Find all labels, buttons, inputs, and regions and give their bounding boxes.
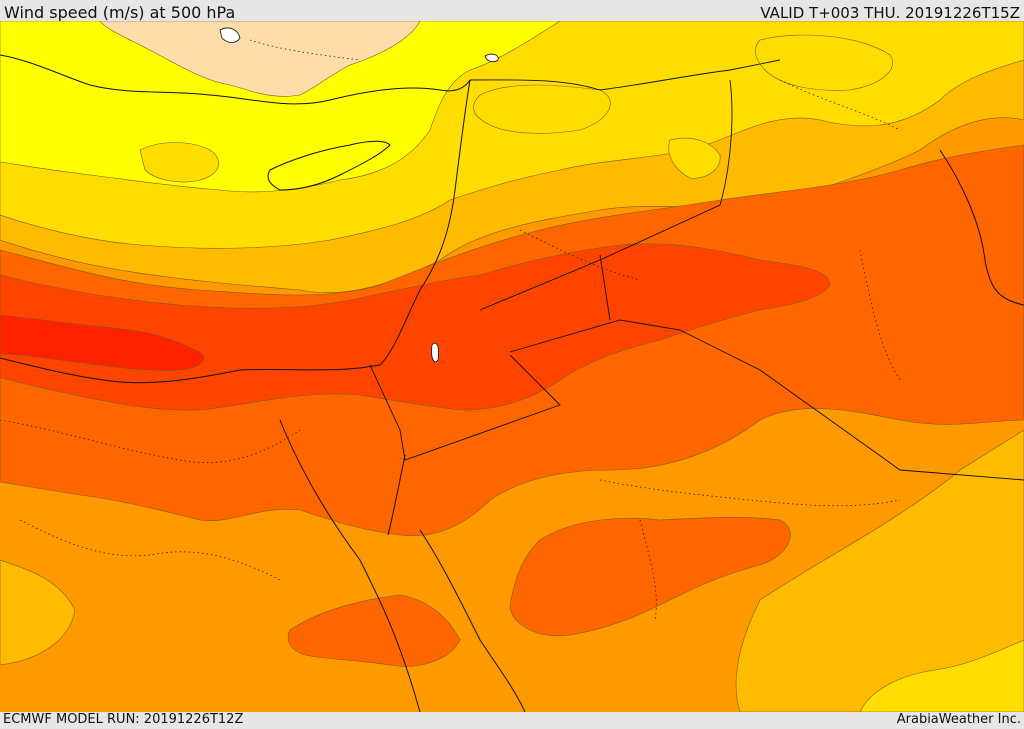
field-lowmid-southeast bbox=[859, 639, 1024, 712]
border-iraq-west bbox=[479, 79, 733, 311]
field-max-band bbox=[0, 314, 205, 371]
field-mid-southeast bbox=[735, 429, 1024, 712]
valid-time: VALID T+003 THU. 20191226T15Z bbox=[760, 4, 1020, 22]
wind-speed-map bbox=[0, 21, 1024, 712]
border-egypt-sinai bbox=[369, 354, 561, 461]
coastline-north-africa bbox=[0, 357, 381, 384]
coastline-arabia-west bbox=[419, 529, 526, 712]
admin-borders-5 bbox=[779, 79, 901, 131]
coastline-levant bbox=[379, 79, 471, 366]
footer-bar: ECMWF MODEL RUN: 20191226T12Z ArabiaWeat… bbox=[0, 712, 1024, 729]
field-very-low-north bbox=[99, 21, 421, 97]
field-lowmid-patch-2 bbox=[473, 84, 611, 134]
header-bar: Wind speed (m/s) at 500 hPa VALID T+003 … bbox=[0, 0, 1024, 22]
map-canvas bbox=[0, 21, 1024, 712]
field-lowmid-patch-3 bbox=[755, 34, 893, 91]
admin-borders-7 bbox=[249, 39, 361, 61]
lake-dead-sea bbox=[431, 342, 439, 363]
field-lowmid-patch-4 bbox=[668, 137, 721, 179]
admin-borders-8 bbox=[519, 229, 641, 281]
border-jordan-saudi bbox=[509, 319, 1024, 481]
model-run: ECMWF MODEL RUN: 20191226T12Z bbox=[3, 712, 244, 727]
border-syria-iraq bbox=[469, 59, 781, 91]
field-high-south-2 bbox=[287, 594, 461, 667]
coastline-red-sea bbox=[279, 419, 421, 712]
field-high-south-1 bbox=[509, 516, 791, 637]
lake-tuz bbox=[219, 27, 241, 43]
admin-borders-2 bbox=[19, 519, 281, 581]
field-very-high-band bbox=[0, 243, 831, 411]
field-low-north bbox=[0, 21, 561, 193]
map-title: Wind speed (m/s) at 500 hPa bbox=[4, 3, 236, 22]
lake-aral-like bbox=[484, 53, 499, 63]
field-mid-west bbox=[0, 559, 76, 666]
border-saudi-iraq bbox=[599, 254, 611, 321]
coastline-gulf bbox=[939, 149, 1024, 306]
cyprus-island bbox=[267, 140, 391, 191]
coastline-gulf-aqaba bbox=[387, 454, 406, 536]
coastline-turkey-south bbox=[0, 54, 471, 105]
admin-borders-4 bbox=[639, 519, 657, 621]
credit: ArabiaWeather Inc. bbox=[896, 712, 1021, 727]
field-lowmid-patch-1 bbox=[139, 142, 219, 183]
